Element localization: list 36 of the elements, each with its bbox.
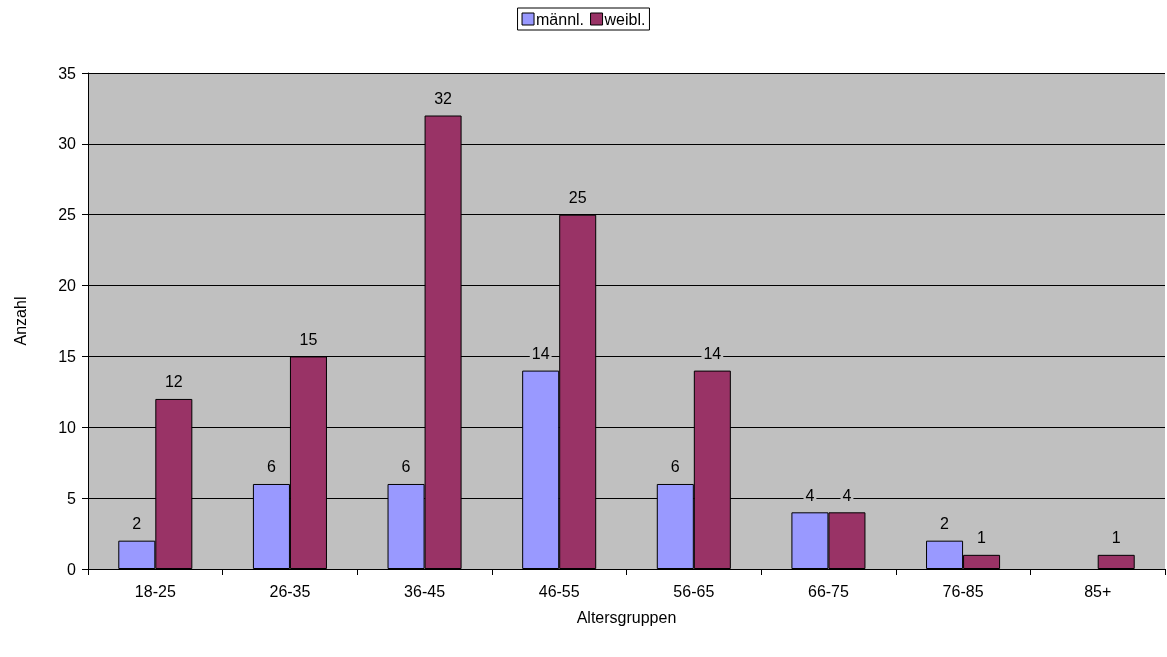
data-label: 4 xyxy=(805,486,815,504)
x-tick-label: 56-65 xyxy=(673,582,715,600)
x-tick-label: 26-35 xyxy=(269,582,311,600)
x-tick-label: 36-45 xyxy=(404,582,446,600)
y-tick-label: 5 xyxy=(67,489,77,507)
y-tick-label: 20 xyxy=(58,277,77,295)
data-label: 2 xyxy=(940,515,950,533)
y-tick-label: 35 xyxy=(58,64,77,82)
x-tick-label: 18-25 xyxy=(134,582,176,600)
data-label: 4 xyxy=(842,486,852,504)
data-label: 2 xyxy=(132,515,142,533)
x-tick-label: 76-85 xyxy=(942,582,984,600)
y-tick-label: 30 xyxy=(58,135,77,153)
data-label: 14 xyxy=(703,345,722,363)
y-tick-label: 25 xyxy=(58,206,77,224)
legend-label: männl. xyxy=(536,10,585,28)
data-label: 1 xyxy=(1111,529,1121,547)
x-axis-title: Altersgruppen xyxy=(576,608,677,626)
x-tick-label: 46-55 xyxy=(538,582,580,600)
legend-label: weibl. xyxy=(603,10,646,28)
y-axis-title: Anzahl xyxy=(11,296,29,346)
data-label: 15 xyxy=(299,330,318,348)
data-label: 6 xyxy=(401,458,411,476)
data-label: 12 xyxy=(164,373,183,391)
bar xyxy=(1097,554,1135,569)
y-tick-label: 15 xyxy=(58,347,77,365)
data-label: 14 xyxy=(531,345,550,363)
y-tick-label: 0 xyxy=(67,560,77,578)
x-tick-label: 85+ xyxy=(1084,582,1112,600)
data-label: 25 xyxy=(568,189,587,207)
x-tick-label: 66-75 xyxy=(807,582,849,600)
y-tick-label: 10 xyxy=(58,418,77,436)
data-label: 32 xyxy=(434,90,453,108)
data-label: 6 xyxy=(266,458,276,476)
data-label: 1 xyxy=(977,529,987,547)
data-label: 6 xyxy=(670,458,680,476)
